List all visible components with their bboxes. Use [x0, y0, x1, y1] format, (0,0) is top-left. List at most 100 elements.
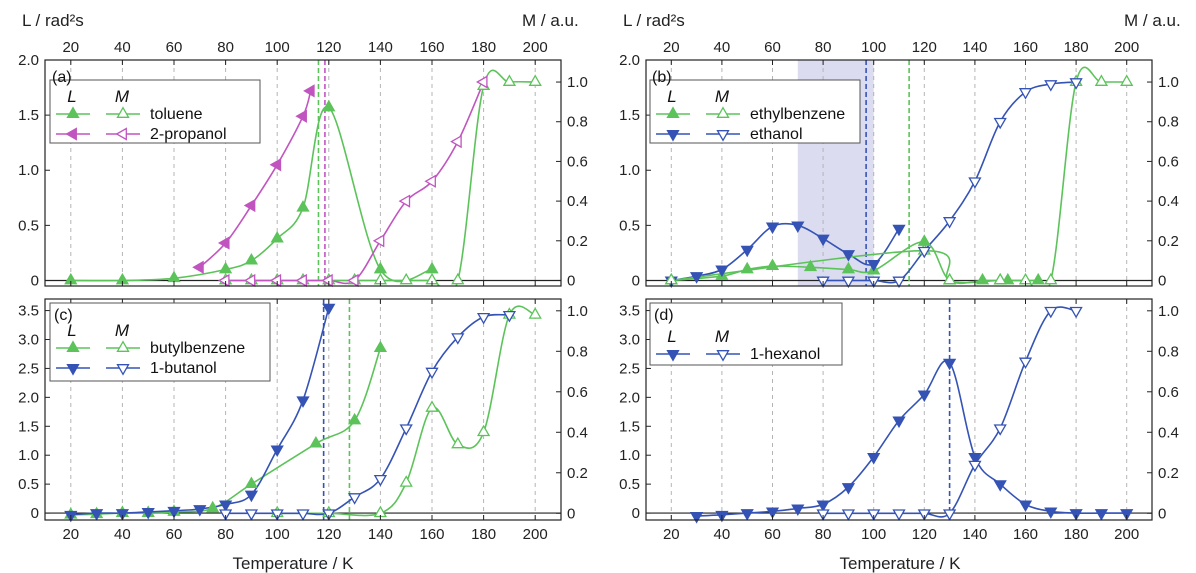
y-tick-label-right: 1.0	[1158, 303, 1179, 320]
data-point-2-propanol-M	[450, 134, 462, 149]
data-point-1-butanol-M	[270, 509, 284, 521]
data-point-2-propanol-M	[475, 75, 488, 89]
data-point-ethylbenzene-L	[765, 258, 780, 271]
right-axis-label-top-b: M / a.u.	[1124, 11, 1181, 30]
legend-marker-L	[666, 106, 680, 118]
data-point-ethanol-L	[867, 260, 881, 272]
data-point-toluene-L	[322, 99, 336, 112]
panel-d: 0 0.5 1.0 1.5 2.0 2.5 3.0 3.5 0 0.2 0.4 0.6 0.8 1.0 20…	[619, 298, 1179, 543]
data-point-1-hexanol-M	[892, 509, 906, 521]
y-tick-label-left: 3.0	[18, 331, 39, 348]
data-point-1-hexanol-L	[1094, 509, 1109, 521]
plot-frame	[44, 59, 562, 287]
y-tick-label-right: 0.2	[1158, 465, 1179, 482]
data-point-1-butanol-M	[399, 424, 413, 436]
data-point-1-hexanol-M	[917, 509, 931, 521]
data-point-1-butanol-M	[347, 493, 362, 505]
y-tick-label-left: 2.5	[18, 360, 39, 377]
data-point-ethanol-L	[765, 222, 780, 235]
y-tick-label-right: 1.0	[567, 74, 588, 91]
y-tick-label-right: 0.4	[567, 424, 588, 441]
y-tick-label-right: 0.6	[1158, 384, 1179, 401]
legend-entry: 2-propanol	[150, 126, 227, 143]
panel-label: (c)	[54, 307, 73, 324]
y-tick-label-left: 2.0	[18, 389, 39, 406]
data-point-ethylbenzene-L	[1031, 272, 1045, 285]
data-point-2-propanol-L	[217, 236, 230, 250]
y-tick-label-left: 0	[31, 272, 39, 289]
left-axis-label-top-a: L / rad²s	[22, 11, 84, 30]
y-tick-label-right: 0.4	[1158, 424, 1179, 441]
data-point-ethylbenzene-M	[993, 272, 1007, 285]
data-point-toluene-M	[451, 272, 465, 285]
legend-marker-M	[716, 106, 730, 118]
data-point-2-propanol-M	[269, 273, 282, 288]
data-point-ethanol-L	[892, 224, 906, 237]
legend-header-L: L	[67, 321, 76, 340]
data-point-1-hexanol-L	[867, 453, 881, 465]
panel-label: (d)	[654, 307, 674, 324]
data-point-2-propanol-L	[269, 158, 282, 172]
y-tick-label-right: 1.0	[567, 303, 588, 320]
panel-label: (a)	[52, 69, 72, 86]
data-point-1-butanol-L	[89, 509, 104, 521]
x-tick-label-top: 140	[962, 39, 987, 56]
x-tick-label-top: 180	[1064, 39, 1089, 56]
x-tick-label-top: 160	[1013, 39, 1038, 56]
y-tick-label-right: 0.8	[567, 114, 588, 131]
y-tick-label-left: 3.0	[619, 331, 640, 348]
x-tick-label-bottom: 80	[815, 526, 832, 543]
data-point-1-butanol-L	[141, 507, 155, 520]
data-point-butylbenzene-L	[206, 500, 220, 513]
y-tick-label-left: 0	[31, 505, 39, 522]
y-tick-label-left: 2.5	[619, 360, 640, 377]
data-point-toluene-L	[425, 261, 439, 274]
data-point-toluene-M	[528, 74, 542, 86]
data-point-butylbenzene-L	[244, 476, 259, 489]
data-point-1-hexanol-M	[1044, 306, 1058, 319]
data-point-2-propanol-L	[295, 109, 307, 123]
legend-entry: butylbenzene	[150, 340, 245, 357]
x-tick-label-bottom: 100	[265, 526, 290, 543]
y-tick-label-left: 3.5	[619, 303, 640, 320]
legend-marker-L	[666, 130, 680, 142]
data-point-2-propanol-M	[372, 234, 385, 248]
data-point-toluene-L	[270, 231, 284, 243]
legend-header-L: L	[67, 87, 76, 106]
y-tick-label-right: 0	[567, 505, 575, 522]
data-point-ethanol-M	[942, 217, 957, 229]
legend-marker-M	[716, 130, 730, 142]
x-tick-label-bottom: 100	[861, 526, 886, 543]
plot-frame	[645, 298, 1153, 521]
data-point-butylbenzene-M	[476, 424, 491, 437]
data-point-ethylbenzene-M	[1044, 272, 1058, 285]
y-tick-label-left: 3.5	[18, 303, 39, 320]
x-tick-label-top: 200	[523, 39, 548, 56]
legend-marker-M	[116, 364, 130, 376]
data-point-ethanol-L	[841, 250, 856, 262]
legend-marker-L	[666, 350, 680, 362]
series-line-2-propanol-M	[225, 81, 485, 285]
x-tick-label-bottom: 60	[166, 526, 183, 543]
x-tick-label-bottom: 200	[1114, 526, 1139, 543]
data-point-ethylbenzene-L	[841, 261, 856, 274]
data-point-1-hexanol-M	[968, 460, 982, 473]
x-tick-label-top: 120	[912, 39, 937, 56]
data-point-toluene-L	[167, 270, 181, 283]
x-tick-label-top: 100	[265, 39, 290, 56]
legend-header-M: M	[115, 87, 130, 106]
data-point-1-hexanol-L	[841, 483, 856, 495]
data-point-1-butanol-M	[425, 367, 439, 380]
data-point-2-propanol-L	[192, 260, 204, 274]
data-point-ethanol-M	[1018, 88, 1033, 100]
data-point-1-hexanol-M	[816, 509, 830, 521]
data-point-ethanol-M	[993, 117, 1007, 130]
y-tick-label-right: 0.6	[1158, 153, 1179, 170]
data-point-toluene-L	[218, 261, 233, 274]
data-point-ethylbenzene-M	[1120, 74, 1134, 86]
data-point-1-hexanol-L	[689, 512, 704, 524]
right-axis-label-top-a: M / a.u.	[522, 11, 579, 30]
